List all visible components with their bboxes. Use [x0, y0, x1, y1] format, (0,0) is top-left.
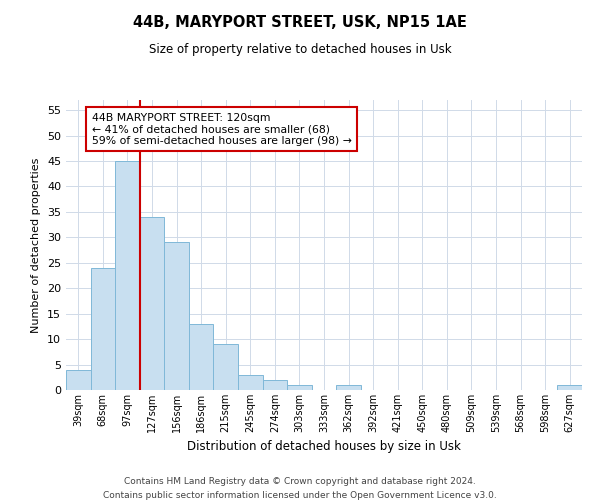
Bar [189, 324, 214, 390]
Text: Size of property relative to detached houses in Usk: Size of property relative to detached ho… [149, 42, 451, 56]
Text: Contains public sector information licensed under the Open Government Licence v3: Contains public sector information licen… [103, 491, 497, 500]
Text: Contains HM Land Registry data © Crown copyright and database right 2024.: Contains HM Land Registry data © Crown c… [124, 478, 476, 486]
Bar [557, 385, 582, 390]
Y-axis label: Number of detached properties: Number of detached properties [31, 158, 41, 332]
Bar [263, 380, 287, 390]
Bar [115, 161, 140, 390]
Text: 44B MARYPORT STREET: 120sqm
← 41% of detached houses are smaller (68)
59% of sem: 44B MARYPORT STREET: 120sqm ← 41% of det… [92, 112, 352, 146]
Bar [214, 344, 238, 390]
Bar [66, 370, 91, 390]
Text: 44B, MARYPORT STREET, USK, NP15 1AE: 44B, MARYPORT STREET, USK, NP15 1AE [133, 15, 467, 30]
Bar [238, 374, 263, 390]
Bar [91, 268, 115, 390]
X-axis label: Distribution of detached houses by size in Usk: Distribution of detached houses by size … [187, 440, 461, 454]
Bar [336, 385, 361, 390]
Bar [287, 385, 312, 390]
Bar [140, 217, 164, 390]
Bar [164, 242, 189, 390]
